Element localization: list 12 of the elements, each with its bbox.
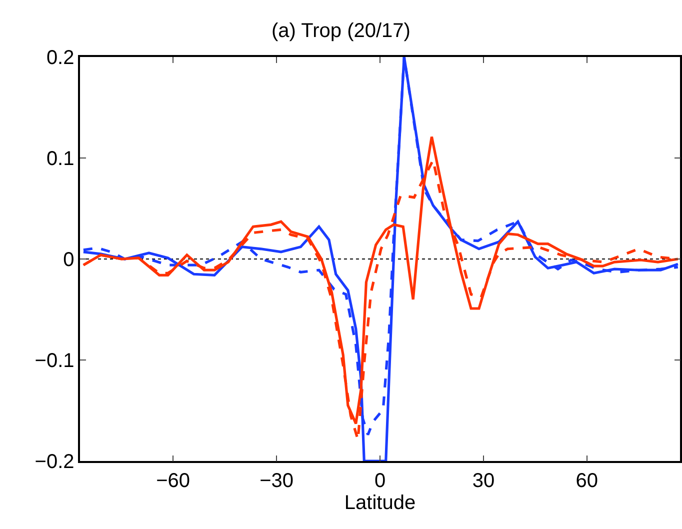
chart-title: (a) Trop (20/17) <box>272 20 410 42</box>
x-tick-label: 0 <box>374 470 386 492</box>
y-tick-label: 0 <box>63 249 74 271</box>
y-tick-label: −0.2 <box>34 451 74 473</box>
x-tick-label: −60 <box>156 470 190 492</box>
x-tick-label: 60 <box>576 470 598 492</box>
x-tick-label: −30 <box>260 470 294 492</box>
y-tick-label: 0.1 <box>46 148 74 170</box>
y-tick-label: 0.2 <box>46 47 74 69</box>
x-axis-title: Latitude <box>344 492 416 514</box>
x-tick-label: 30 <box>472 470 495 492</box>
y-tick-label: −0.1 <box>34 350 74 372</box>
